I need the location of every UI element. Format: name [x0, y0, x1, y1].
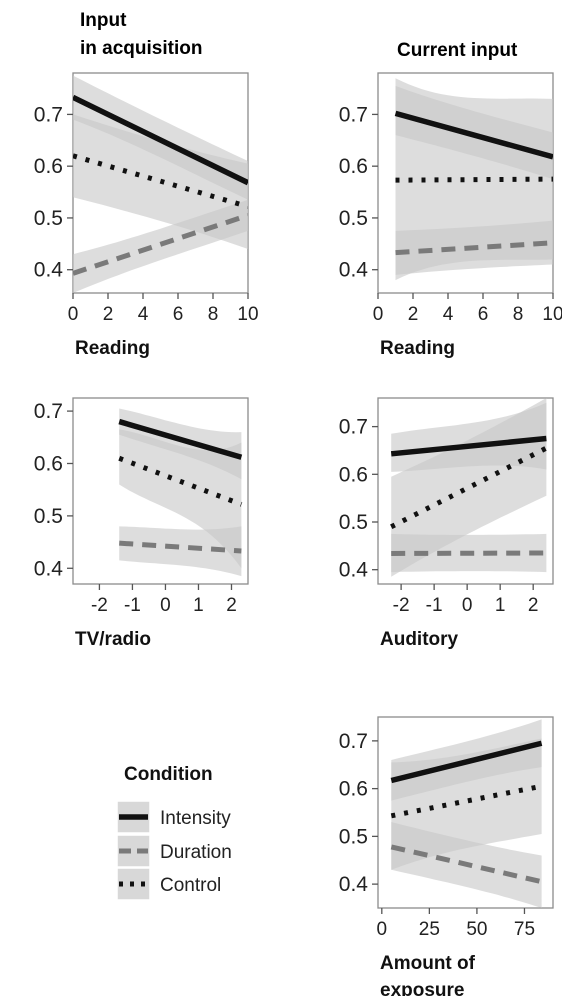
series-line-intensity — [394, 110, 553, 160]
series-line-control — [390, 445, 548, 529]
y-tick-label: 0.4 — [339, 559, 369, 582]
x-tick-label: 8 — [513, 304, 524, 325]
series-line-control — [395, 176, 553, 183]
x-axis-label: Amount of exposure — [380, 953, 476, 996]
x-tick-label: 1 — [193, 595, 204, 616]
x-tick-label: 2 — [103, 304, 114, 325]
legend: Condition Intensity Duration Control — [116, 764, 232, 901]
x-tick-label: -1 — [124, 595, 141, 616]
series-line-control — [118, 455, 243, 507]
y-tick-label: 0.4 — [34, 259, 64, 282]
chart-panel-2: 0.4 0.5 0.6 0.7 0 2 4 6 8 10 Reading Current input — [339, 40, 562, 359]
series-line-intensity — [390, 435, 547, 457]
legend-title: Condition — [124, 764, 213, 785]
x-tick-label: 25 — [419, 919, 440, 940]
x-tick-label: 10 — [542, 304, 562, 325]
x-tick-label: 0 — [373, 304, 384, 325]
x-tick-label: -2 — [91, 595, 108, 616]
y-tick-label: 0.5 — [339, 511, 368, 534]
x-axis-label: Auditory — [380, 629, 459, 650]
x-tick-label: 6 — [478, 304, 489, 325]
series-line-duration — [395, 240, 553, 256]
ci-band-duration — [119, 526, 242, 577]
legend-label-intensity: Intensity — [160, 808, 231, 829]
y-tick-label: 0.7 — [339, 416, 368, 439]
plot-content — [118, 408, 243, 577]
x-tick-label: 2 — [528, 595, 539, 616]
x-tick-label: 2 — [226, 595, 237, 616]
y-tick-label: 0.7 — [34, 400, 63, 423]
y-tick-label: 0.5 — [339, 207, 368, 230]
x-axis-label: TV/radio — [75, 629, 151, 650]
y-tick-label: 0.5 — [34, 207, 63, 230]
y-tick-label: 0.7 — [339, 103, 368, 126]
series-line-duration — [73, 212, 248, 276]
x-tick-label: 6 — [173, 304, 184, 325]
chart-panel-4: 0.4 0.5 0.6 0.7 -2 -1 0 1 2 Auditory — [339, 397, 554, 650]
plot-content — [390, 398, 548, 577]
x-tick-label: -2 — [393, 595, 410, 616]
x-tick-label: 2 — [408, 304, 419, 325]
y-tick-label: 0.6 — [339, 463, 368, 486]
y-tick-label: 0.6 — [34, 155, 63, 178]
panel-title: Input in acquisition — [80, 10, 202, 59]
y-tick-label: 0.6 — [339, 778, 368, 801]
ci-band-control — [119, 429, 242, 569]
y-tick-label: 0.4 — [339, 873, 369, 896]
y-tick-label: 0.4 — [339, 259, 369, 282]
series-line-intensity — [118, 418, 243, 460]
legend-label-duration: Duration — [160, 842, 232, 863]
series-line-intensity — [73, 94, 248, 186]
legend-label-control: Control — [160, 875, 221, 896]
x-tick-label: 0 — [68, 304, 79, 325]
y-tick-label: 0.4 — [34, 557, 64, 580]
x-tick-label: 8 — [208, 304, 219, 325]
x-tick-label: 4 — [138, 304, 149, 325]
x-axis-label: Reading — [380, 338, 455, 359]
plot-content — [394, 78, 553, 281]
y-tick-label: 0.5 — [339, 825, 368, 848]
y-tick-label: 0.6 — [34, 452, 63, 475]
x-tick-label: 0 — [377, 919, 388, 940]
x-tick-label: 1 — [495, 595, 506, 616]
x-tick-label: 0 — [462, 595, 473, 616]
plot-content — [73, 75, 248, 293]
x-tick-label: 75 — [514, 919, 535, 940]
x-axis-label: Reading — [75, 338, 150, 359]
x-tick-label: -1 — [426, 595, 443, 616]
x-tick-label: 0 — [160, 595, 171, 616]
y-tick-label: 0.6 — [339, 155, 368, 178]
y-tick-label: 0.5 — [34, 505, 63, 528]
chart-panel-5: 0.4 0.5 0.6 0.7 0 25 50 75 Amount of exposure — [339, 716, 554, 996]
y-tick-label: 0.7 — [34, 103, 63, 126]
series-line-duration — [390, 844, 543, 885]
chart-panel-3: 0.4 0.5 0.6 0.7 -2 -1 0 1 2 TV/radio — [34, 397, 249, 650]
series-line-duration — [119, 540, 242, 554]
y-tick-label: 0.7 — [339, 730, 368, 753]
series-line-intensity — [390, 740, 543, 784]
x-tick-label: 50 — [466, 919, 487, 940]
x-tick-label: 10 — [237, 304, 258, 325]
x-tick-label: 4 — [443, 304, 454, 325]
plot-content — [390, 719, 543, 908]
panel-title: Current input — [397, 40, 518, 61]
chart-panel-1: 0.4 0.5 0.6 0.7 0 2 4 6 8 10 Reading Input in acquis… — [34, 10, 259, 359]
series-line-control — [73, 153, 248, 209]
